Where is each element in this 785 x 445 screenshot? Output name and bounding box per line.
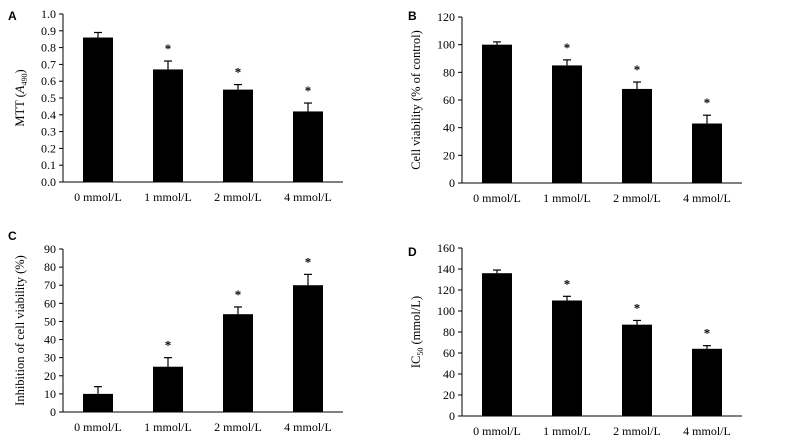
y-tick-label: 60 xyxy=(443,346,455,360)
x-category-label: 2 mmol/L xyxy=(214,420,262,434)
y-tick-label: 0 xyxy=(50,405,56,419)
y-tick-label: 20 xyxy=(44,369,56,383)
bar-1 xyxy=(153,69,183,182)
panel-b: B 0 20 40 60 80 100 120 Cell viability (% of con… xyxy=(408,9,742,205)
bar-3 xyxy=(692,348,722,416)
x-category-label: 2 mmol/L xyxy=(613,191,661,205)
y-tick-label: 70 xyxy=(44,278,56,292)
y-tick-label: 120 xyxy=(437,10,455,24)
bar-1 xyxy=(153,366,183,412)
significance-star: * xyxy=(305,254,312,269)
y-tick-label: 0 xyxy=(449,409,455,423)
bar-3 xyxy=(692,123,722,183)
bar-2 xyxy=(223,89,253,182)
y-tick-label: 100 xyxy=(437,38,455,52)
bar-0 xyxy=(83,393,113,412)
y-tick-label: 30 xyxy=(44,351,56,365)
panel-letter: A xyxy=(8,9,17,23)
bar-3 xyxy=(293,285,323,412)
bar-2 xyxy=(622,324,652,416)
significance-star: * xyxy=(704,326,711,341)
x-category-label: 1 mmol/L xyxy=(543,191,591,205)
y-tick-label: 140 xyxy=(437,262,455,276)
y-tick-label: 40 xyxy=(443,367,455,381)
y-axis-title: Inhibition of cell viability (%) xyxy=(13,255,27,406)
significance-star: * xyxy=(704,95,711,110)
y-tick-label: 120 xyxy=(437,283,455,297)
x-category-label: 4 mmol/L xyxy=(284,420,332,434)
bar-1 xyxy=(552,300,582,416)
bar-3 xyxy=(293,111,323,182)
y-axis-title: MTT (A490) xyxy=(13,69,29,126)
significance-star: * xyxy=(165,338,172,353)
y-tick-label: 0 xyxy=(449,176,455,190)
bar-1 xyxy=(552,65,582,183)
x-category-label: 4 mmol/L xyxy=(284,190,332,204)
y-tick-label: 20 xyxy=(443,148,455,162)
panel-a: A 0.0 0.1 0.2 0.3 0.4 0.5 0.6 0.7 0.8 0.9 1.0 MTT (A… xyxy=(8,7,343,204)
x-category-label: 2 mmol/L xyxy=(214,190,262,204)
significance-star: * xyxy=(564,40,571,55)
bar-0 xyxy=(482,273,512,416)
panel-letter: C xyxy=(8,229,17,243)
significance-star: * xyxy=(165,41,172,56)
y-tick-label: 90 xyxy=(44,242,56,256)
x-category-label: 1 mmol/L xyxy=(543,424,591,438)
bar-0 xyxy=(482,44,512,183)
panel-letter: B xyxy=(408,9,417,23)
y-tick-label: 50 xyxy=(44,314,56,328)
x-category-label: 0 mmol/L xyxy=(473,191,521,205)
y-axis-title: IC50 (mmol/L) xyxy=(409,296,425,368)
y-tick-label: 80 xyxy=(443,325,455,339)
y-tick-label: 0.9 xyxy=(41,24,56,38)
y-tick-label: 0.2 xyxy=(41,141,56,155)
y-tick-label: 0.5 xyxy=(41,91,56,105)
y-tick-label: 0.0 xyxy=(41,175,56,189)
y-axis-title: Cell viability (% of control) xyxy=(409,30,423,170)
bar-2 xyxy=(223,314,253,412)
y-tick-label: 40 xyxy=(443,121,455,135)
y-tick-label: 20 xyxy=(443,388,455,402)
x-category-label: 4 mmol/L xyxy=(683,191,731,205)
y-tick-label: 60 xyxy=(44,296,56,310)
significance-star: * xyxy=(235,287,242,302)
panel-letter: D xyxy=(408,245,417,259)
x-category-label: 0 mmol/L xyxy=(74,190,122,204)
y-tick-label: 80 xyxy=(44,260,56,274)
y-tick-label: 0.3 xyxy=(41,125,56,139)
significance-star: * xyxy=(305,83,312,98)
y-tick-label: 0.8 xyxy=(41,41,56,55)
x-category-label: 0 mmol/L xyxy=(74,420,122,434)
significance-star: * xyxy=(235,65,242,80)
bar-0 xyxy=(83,37,113,182)
x-category-label: 2 mmol/L xyxy=(613,424,661,438)
y-tick-label: 160 xyxy=(437,241,455,255)
panel-d: D 0 20 40 60 80 100 120 140 160 IC50 (mmol/L) 0 mmo… xyxy=(408,241,742,438)
y-tick-label: 80 xyxy=(443,65,455,79)
x-category-label: 1 mmol/L xyxy=(144,190,192,204)
x-category-label: 4 mmol/L xyxy=(683,424,731,438)
y-tick-label: 0.1 xyxy=(41,158,56,172)
y-tick-label: 0.4 xyxy=(41,108,56,122)
panel-c: C 0 10 20 30 40 50 60 70 80 90 Inhibition of cell v… xyxy=(8,229,343,434)
bar-2 xyxy=(622,88,652,183)
y-tick-label: 100 xyxy=(437,304,455,318)
y-tick-label: 10 xyxy=(44,387,56,401)
y-tick-label: 0.6 xyxy=(41,74,56,88)
significance-star: * xyxy=(634,300,641,315)
y-tick-label: 1.0 xyxy=(41,7,56,21)
x-category-label: 1 mmol/L xyxy=(144,420,192,434)
y-tick-label: 40 xyxy=(44,333,56,347)
x-category-label: 0 mmol/L xyxy=(473,424,521,438)
y-tick-label: 60 xyxy=(443,93,455,107)
significance-star: * xyxy=(634,62,641,77)
significance-star: * xyxy=(564,276,571,291)
y-tick-label: 0.7 xyxy=(41,57,56,71)
